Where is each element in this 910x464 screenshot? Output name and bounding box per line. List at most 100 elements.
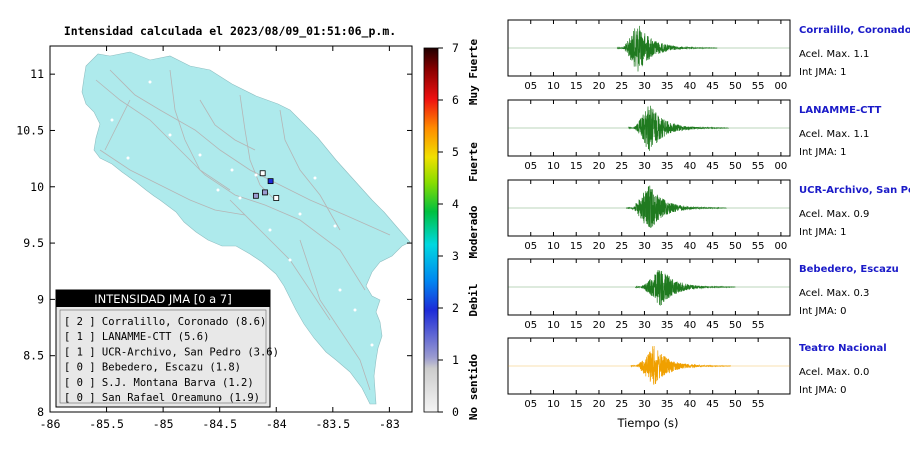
trace-tick-label: 25 xyxy=(615,399,628,410)
trace-tick-label: 35 xyxy=(661,241,674,252)
trace-tick-label: 50 xyxy=(729,399,742,410)
colorbar-tick-label: 0 xyxy=(452,405,459,419)
trace-tick-label: 40 xyxy=(684,161,697,172)
trace-tick-label: 30 xyxy=(638,81,651,92)
colorbar-tick-label: 6 xyxy=(452,93,459,107)
trace-tick-label: 05 xyxy=(524,81,537,92)
trace-station-name: Bebedero, Escazu xyxy=(799,264,899,275)
trace-tick-label: 00 xyxy=(775,81,788,92)
legend-item: [ 1 ] UCR-Archivo, San Pedro (3.6) xyxy=(64,346,279,358)
map-y-tick-label: 8.5 xyxy=(23,349,44,363)
station-marker xyxy=(273,195,280,201)
trace-tick-label: 20 xyxy=(593,161,606,172)
legend-item: [ 0 ] S.J. Montana Barva (1.2) xyxy=(64,377,254,389)
colorbar-tick-label: 4 xyxy=(452,197,459,211)
waveform-line xyxy=(630,345,732,385)
station-marker xyxy=(259,170,266,177)
trace-int-jma: Int JMA: 1 xyxy=(799,227,847,238)
trace-tick-label: 30 xyxy=(638,161,651,172)
map-x-tick-label: -85 xyxy=(153,417,174,431)
trace-panel: 05 10 15 20 25 30 35 40 45 50 55 00 UCR-Archivo, San… xyxy=(507,179,910,252)
trace-tick-label: 05 xyxy=(524,241,537,252)
trace-tick-label: 15 xyxy=(570,399,583,410)
map-y-tick-label: 10 xyxy=(30,180,44,194)
trace-tick-label: 55 xyxy=(752,320,765,331)
trace-tick-label: 20 xyxy=(593,320,606,331)
trace-tick-label: 35 xyxy=(661,81,674,92)
trace-tick-label: 15 xyxy=(570,81,583,92)
trace-tick-label: 45 xyxy=(706,320,719,331)
map-title: Intensidad calculada el 2023/08/09_01:51… xyxy=(64,24,396,39)
legend-item: [ 2 ] Corralillo, Coronado (8.6) xyxy=(64,316,266,328)
waveform-line xyxy=(635,270,736,306)
trace-tick-label: 20 xyxy=(593,399,606,410)
trace-tick-label: 30 xyxy=(638,320,651,331)
trace-tick-label: 05 xyxy=(524,399,537,410)
trace-tick-label: 10 xyxy=(547,161,560,172)
trace-tick-label: 25 xyxy=(615,81,628,92)
map-x-tick-label: -86 xyxy=(40,417,61,431)
map-x-tick-label: -85.5 xyxy=(89,417,124,431)
trace-accel-max: Acel. Max. 0.0 xyxy=(799,367,869,378)
map-x-tick-label: -84 xyxy=(266,417,287,431)
trace-tick-label: 40 xyxy=(684,81,697,92)
trace-station-name: UCR-Archivo, San Pedro xyxy=(799,185,910,196)
trace-tick-label: 50 xyxy=(729,320,742,331)
colorbar-category-label: Moderado xyxy=(467,205,480,258)
intensity-markers xyxy=(252,170,280,201)
trace-tick-label: 15 xyxy=(570,241,583,252)
trace-tick-label: 45 xyxy=(706,241,719,252)
colorbar-category-label: Muy Fuerte xyxy=(467,39,480,106)
trace-tick-label: 40 xyxy=(684,399,697,410)
trace-tick-label: 10 xyxy=(547,81,560,92)
map-panel: -86 -85.5 -85 -84.5 -84 -83.5 -83 11 10.5 10 9.5 9 8… xyxy=(16,45,413,431)
colorbar-tick-label: 5 xyxy=(452,145,459,159)
map-frame xyxy=(49,45,413,413)
waveform-line xyxy=(626,185,727,228)
waveform-line xyxy=(616,25,718,72)
trace-tick-label: 40 xyxy=(684,241,697,252)
trace-tick-label: 10 xyxy=(547,399,560,410)
trace-accel-max: Acel. Max. 1.1 xyxy=(799,49,869,60)
trace-accel-max: Acel. Max. 1.1 xyxy=(799,129,869,140)
colorbar-scale xyxy=(423,47,439,413)
station-marker xyxy=(252,192,259,199)
trace-tick-label: 35 xyxy=(661,320,674,331)
trace-tick-label: 55 xyxy=(752,399,765,410)
trace-tick-label: 50 xyxy=(729,161,742,172)
waveform-line xyxy=(628,105,729,151)
trace-int-jma: Int JMA: 1 xyxy=(799,147,847,158)
legend-item: [ 0 ] Bebedero, Escazu (1.8) xyxy=(64,362,241,374)
costa-rica-landmass xyxy=(81,51,411,405)
trace-tick-label: 05 xyxy=(524,161,537,172)
intensity-legend: INTENSIDAD JMA [0 a 7] [ 2 ] Corralillo,… xyxy=(55,289,279,408)
map-x-tick-label: -83 xyxy=(379,417,400,431)
colorbar-category-label: No sentido xyxy=(467,354,480,421)
trace-tick-label: 45 xyxy=(706,161,719,172)
map-y-tick-label: 9.5 xyxy=(23,236,44,250)
trace-int-jma: Int JMA: 0 xyxy=(799,385,847,396)
trace-tick-label: 15 xyxy=(570,161,583,172)
colorbar: 0 1 2 3 4 5 6 7 No sentido Debil Moderado Fuerte Mu… xyxy=(423,39,480,421)
trace-panel: 05 10 15 20 25 30 35 40 45 50 55 00 Corralillo, Coro… xyxy=(507,19,910,92)
seismogram-traces: 05 10 15 20 25 30 35 40 45 50 55 00 Corralillo, Coro… xyxy=(507,19,910,410)
legend-item: [ 1 ] LANAMME-CTT (5.6) xyxy=(64,331,209,343)
trace-panel: 05 10 15 20 25 30 35 40 45 50 55 00 LANAMME-CTT Acel.… xyxy=(507,99,881,172)
station-marker xyxy=(267,178,274,185)
trace-int-jma: Int JMA: 0 xyxy=(799,306,847,317)
trace-tick-label: 55 xyxy=(752,81,765,92)
trace-tick-label: 25 xyxy=(615,320,628,331)
trace-panel: 05 10 15 20 25 30 35 40 45 50 55 Bebedero, Escazu Ac… xyxy=(507,258,899,331)
trace-tick-label: 00 xyxy=(775,241,788,252)
trace-tick-label: 00 xyxy=(775,161,788,172)
map-y-tick-label: 10.5 xyxy=(16,123,44,137)
trace-tick-label: 10 xyxy=(547,320,560,331)
colorbar-tick-label: 7 xyxy=(452,41,459,55)
map-y-tick-label: 8 xyxy=(37,405,44,419)
trace-station-name: LANAMME-CTT xyxy=(799,105,881,116)
trace-tick-label: 20 xyxy=(593,241,606,252)
map-y-tick-label: 11 xyxy=(30,67,44,81)
trace-tick-label: 10 xyxy=(547,241,560,252)
